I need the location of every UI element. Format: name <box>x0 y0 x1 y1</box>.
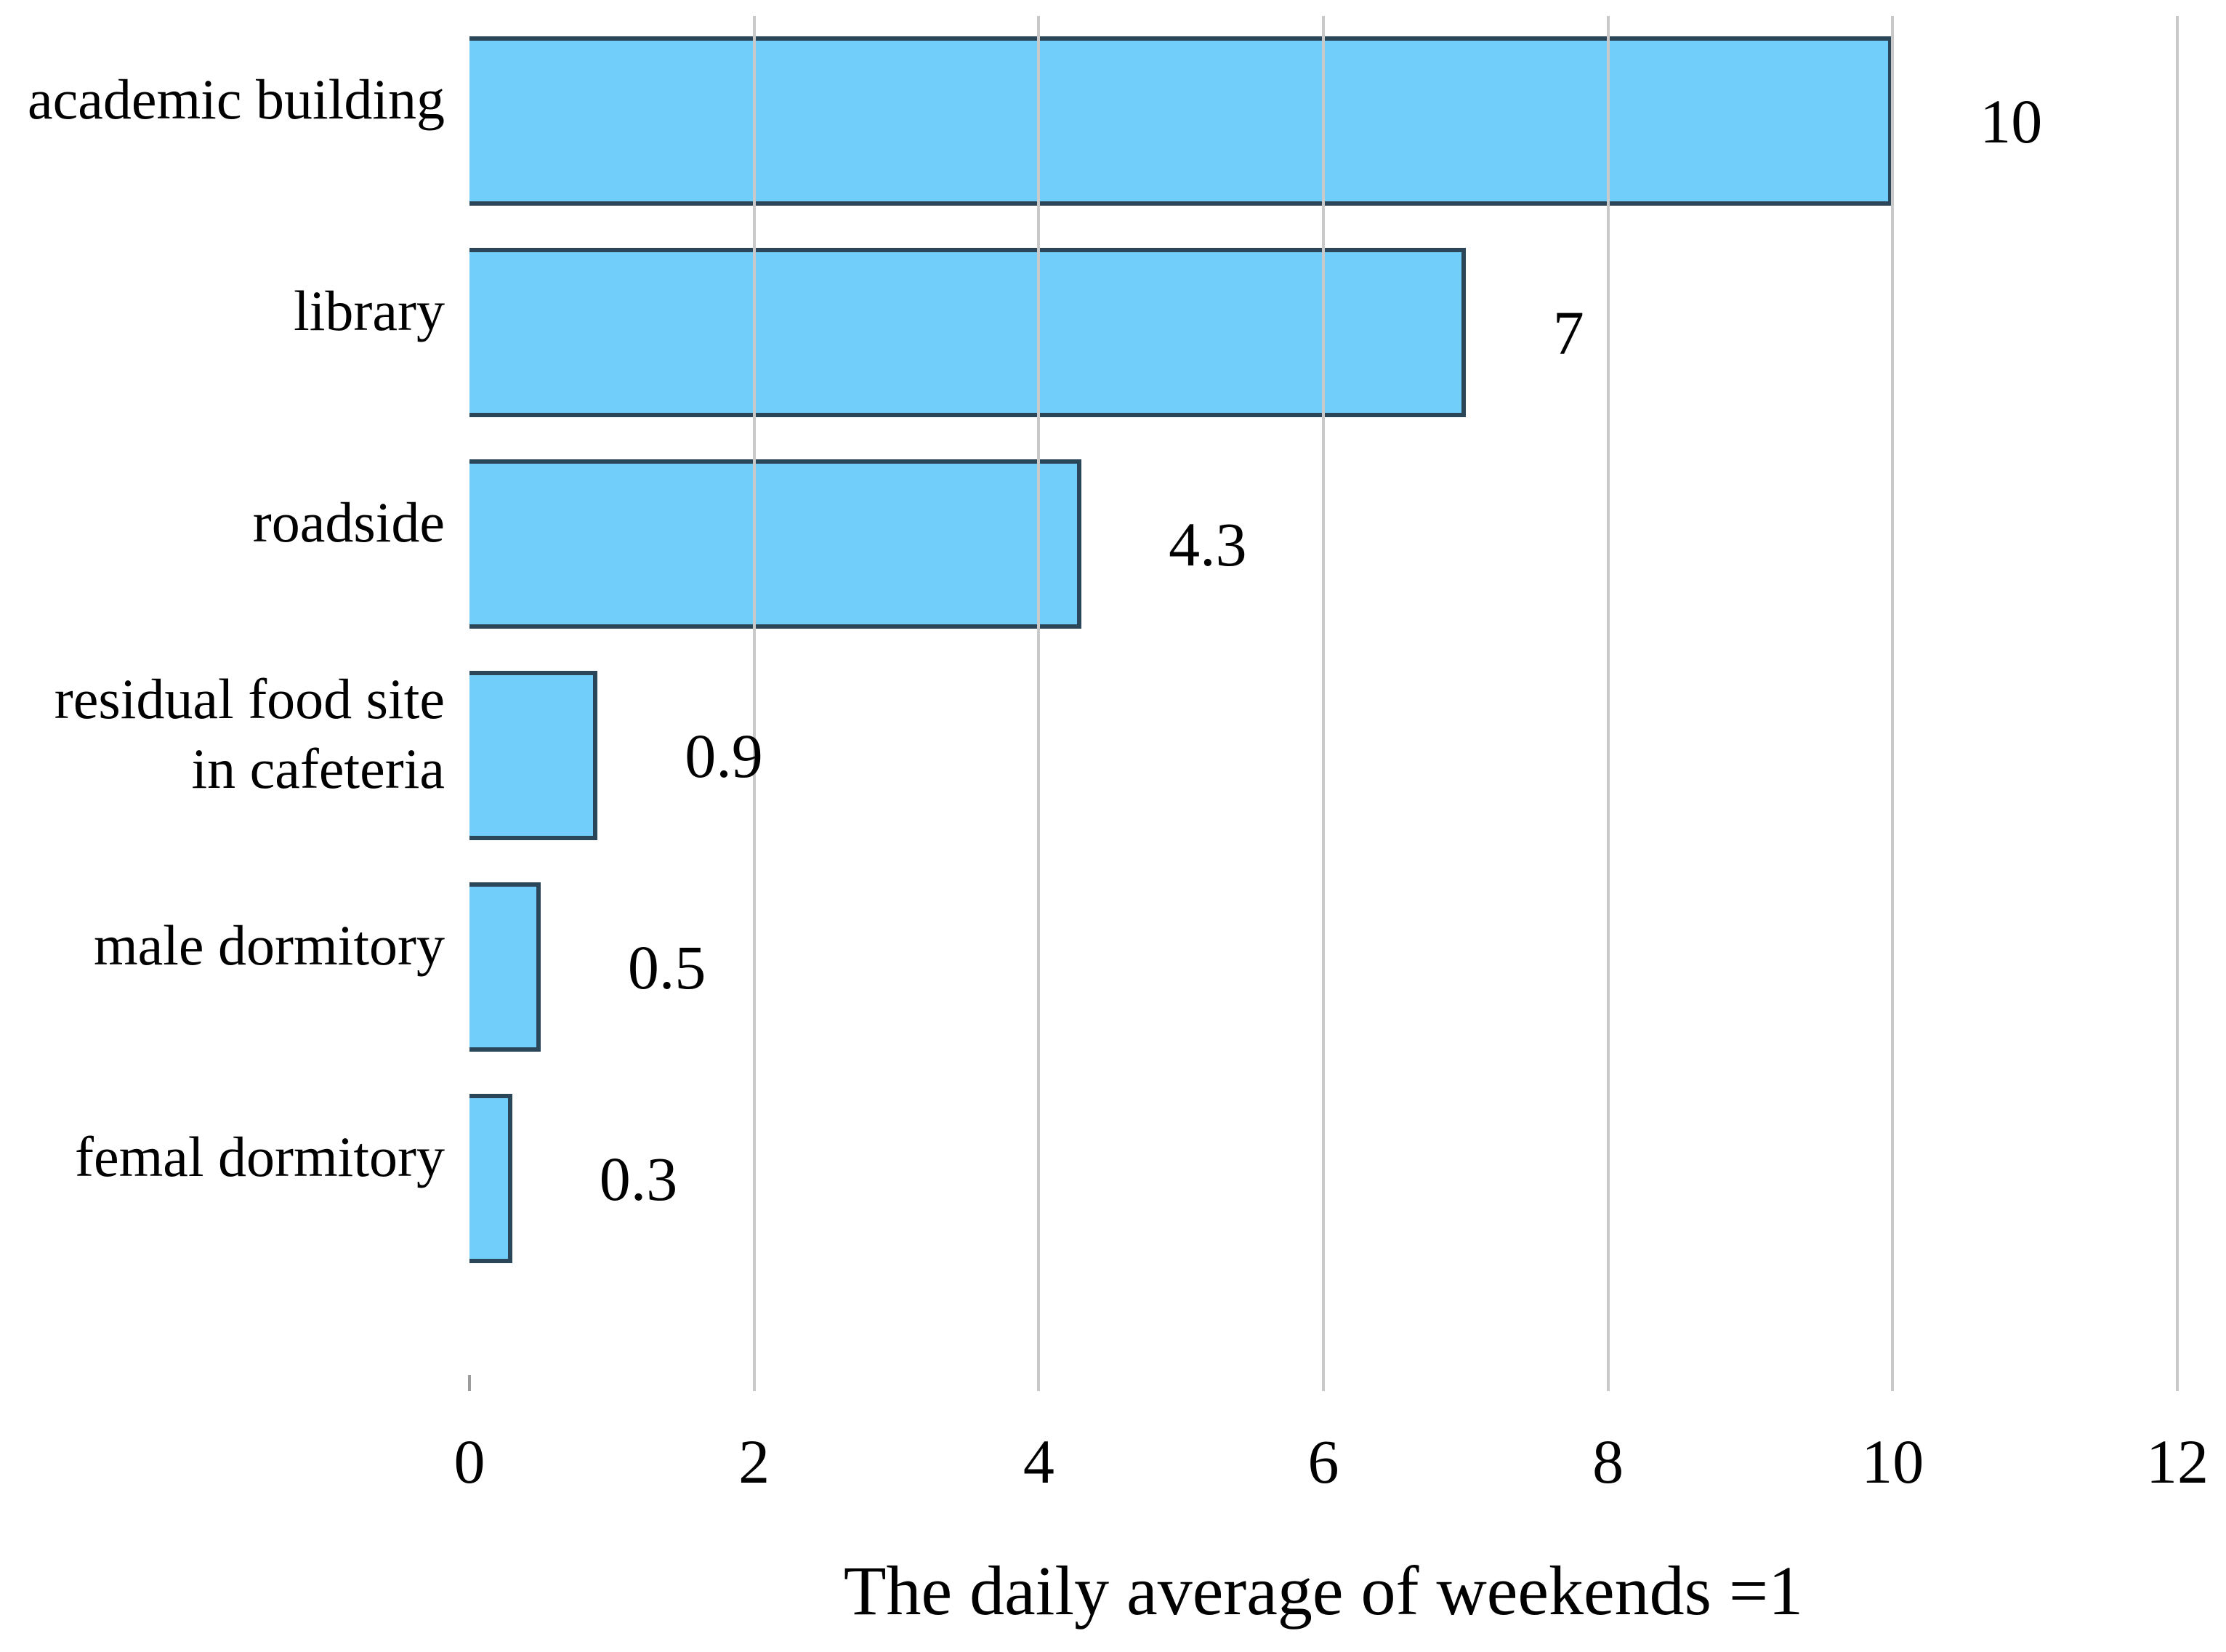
bar <box>469 459 1082 629</box>
x-tick-label: 2 <box>738 1427 770 1496</box>
x-tick-label: 4 <box>1023 1427 1054 1496</box>
bar <box>469 248 1466 417</box>
bar <box>469 882 541 1052</box>
value-label: 0.3 <box>599 1143 678 1214</box>
value-label: 10 <box>1980 86 2043 156</box>
category-label: library <box>0 226 445 395</box>
value-label: 0.5 <box>627 932 706 1002</box>
gridline <box>1891 16 1895 1391</box>
bar <box>469 36 1893 206</box>
category-label: roadside <box>0 438 445 607</box>
category-label: femal dormitory <box>0 1072 445 1241</box>
x-tick-label: 6 <box>1307 1427 1339 1496</box>
category-label-line: academic building <box>28 67 445 131</box>
gridline <box>2175 16 2179 1391</box>
gridline <box>1321 16 1325 1391</box>
x-tick-label: 8 <box>1592 1427 1624 1496</box>
bar <box>469 1094 512 1263</box>
value-label: 7 <box>1552 297 1584 368</box>
value-label: 4.3 <box>1169 509 1247 579</box>
category-label-line: in cafeteria <box>191 736 445 800</box>
category-label-line: library <box>294 278 445 342</box>
x-tick-label: 10 <box>1861 1427 1924 1496</box>
x-tick-label: 0 <box>453 1427 485 1496</box>
gridline <box>1037 16 1041 1391</box>
category-label: residual food site in cafeteria <box>0 649 445 818</box>
bar <box>469 671 598 840</box>
category-label-line: male dormitory <box>93 913 445 977</box>
x-tick-label: 12 <box>2145 1427 2209 1496</box>
category-label: male dormitory <box>0 861 445 1030</box>
category-label-line: femal dormitory <box>74 1124 445 1188</box>
axis-tick-zero <box>468 1375 471 1391</box>
category-label: academic building <box>0 15 445 184</box>
gridline <box>1606 16 1610 1391</box>
value-label: 0.9 <box>685 720 763 791</box>
gridline <box>752 16 756 1391</box>
category-label-line: roadside <box>252 490 445 554</box>
x-axis-title: The daily average of weekends =1 <box>843 1552 1804 1629</box>
category-label-line: residual food site <box>54 667 445 731</box>
